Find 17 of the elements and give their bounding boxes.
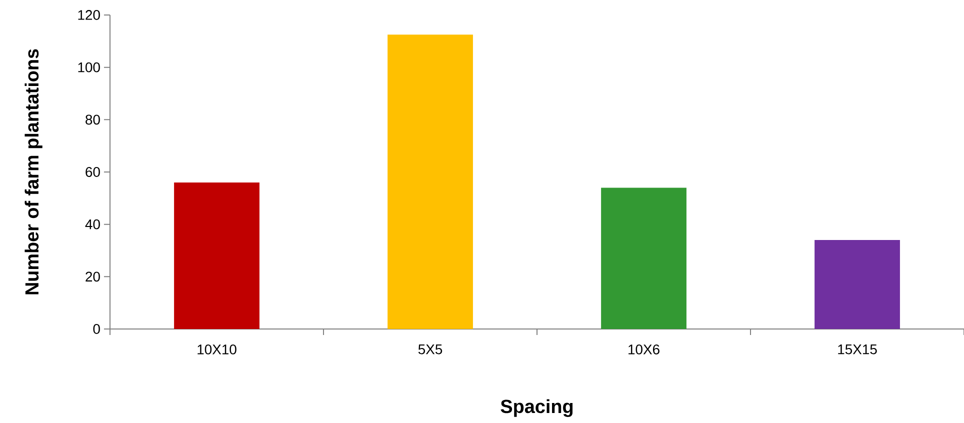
y-tick-label: 40 [85, 219, 100, 230]
y-tick-label: 100 [78, 62, 100, 72]
x-tick-label: 10X6 [628, 344, 660, 354]
x-tick-label: 15X15 [838, 344, 877, 354]
bar [174, 182, 260, 329]
bar [388, 34, 473, 329]
y-tick-label: 20 [86, 272, 100, 282]
y-tick-label: 80 [86, 114, 100, 125]
y-axis-title: Number of farm plantations [24, 49, 42, 294]
y-tick-label: 60 [86, 167, 100, 177]
y-tick-label: 120 [78, 10, 100, 20]
bar [601, 188, 686, 329]
x-axis-title: Spacing [500, 399, 573, 417]
y-tick-label: 0 [93, 324, 100, 334]
bar [814, 240, 900, 329]
x-tick-label: 10X10 [198, 344, 236, 354]
x-tick-label: 5X5 [418, 344, 442, 354]
